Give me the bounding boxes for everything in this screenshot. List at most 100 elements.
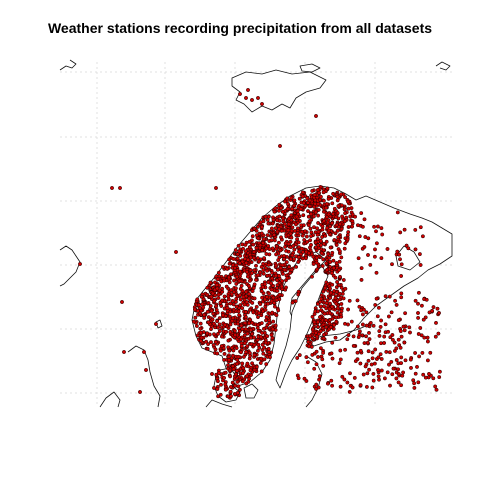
top-right-coast-fragment [435, 61, 451, 71]
station-point [261, 351, 266, 356]
station-point [314, 255, 319, 260]
station-point [242, 333, 247, 338]
station-point [335, 198, 340, 203]
station-point [215, 379, 220, 384]
station-point [254, 263, 258, 268]
station-point [209, 340, 213, 345]
station-point [265, 273, 270, 278]
station-point [327, 321, 332, 326]
station-point [330, 356, 335, 361]
station-point [272, 232, 277, 237]
station-point [201, 297, 206, 302]
station-point [260, 102, 264, 106]
station-point [232, 278, 237, 283]
iceland-coastline [59, 245, 81, 287]
station-point [274, 252, 279, 257]
station-point [364, 384, 369, 389]
station-point [339, 302, 344, 306]
station-point [374, 296, 379, 301]
station-point [239, 344, 244, 349]
station-point [215, 387, 220, 391]
station-point [252, 367, 257, 372]
station-point [316, 201, 321, 206]
station-point [347, 389, 352, 394]
station-point [276, 240, 281, 245]
station-point [215, 319, 220, 324]
station-point [345, 337, 350, 342]
station-point [325, 186, 330, 191]
station-point [367, 337, 372, 342]
station-point [309, 212, 314, 217]
station-point [285, 206, 290, 211]
station-point [275, 278, 280, 283]
station-point [276, 258, 281, 263]
station-point [304, 249, 309, 254]
station-point [280, 263, 285, 268]
station-point [369, 362, 374, 367]
station-point [306, 223, 311, 228]
station-point [275, 229, 280, 234]
station-point [339, 309, 344, 314]
station-point [241, 366, 246, 371]
station-point [292, 247, 297, 252]
station-point [379, 226, 384, 231]
station-point [209, 308, 214, 313]
station-point [294, 214, 299, 219]
station-point [407, 325, 412, 330]
station-point [280, 271, 285, 276]
station-point [365, 340, 370, 345]
station-point [372, 361, 377, 366]
station-point [309, 234, 313, 239]
station-point [385, 247, 390, 251]
station-point [325, 381, 330, 386]
station-point [266, 262, 271, 267]
station-point [267, 350, 271, 355]
station-point [334, 222, 339, 227]
station-point [205, 331, 210, 336]
station-point [245, 274, 250, 279]
station-point [358, 383, 363, 388]
station-point [370, 356, 375, 361]
station-point [338, 384, 343, 389]
station-point [418, 225, 423, 230]
station-point [320, 264, 325, 268]
station-point [235, 256, 240, 261]
station-point [324, 306, 329, 311]
station-point [284, 248, 289, 253]
station-point [261, 326, 266, 331]
station-point [362, 245, 367, 249]
station-point [264, 252, 269, 256]
station-point [260, 295, 265, 300]
station-point [331, 191, 336, 196]
station-point [433, 384, 438, 389]
station-point [240, 327, 245, 332]
station-point [199, 335, 204, 340]
station-point [248, 307, 252, 312]
station-point [237, 249, 242, 254]
station-point [328, 290, 333, 295]
station-point [390, 337, 395, 342]
station-point [296, 260, 301, 264]
station-point [366, 349, 371, 354]
station-point [418, 326, 423, 330]
station-point [236, 326, 241, 331]
station-point [420, 234, 425, 239]
station-point [399, 274, 404, 278]
station-point [259, 231, 264, 236]
station-point [419, 303, 424, 308]
station-point [387, 362, 391, 367]
station-point [318, 197, 323, 202]
station-point [401, 324, 406, 329]
station-point [222, 278, 227, 283]
station-point [251, 310, 256, 315]
station-point [228, 389, 233, 394]
station-point [417, 252, 422, 257]
station-point [357, 304, 362, 309]
station-point [219, 382, 223, 387]
station-point [252, 249, 257, 254]
station-point [345, 237, 350, 242]
station-point [374, 229, 378, 234]
station-point [262, 282, 267, 287]
station-point [421, 317, 426, 322]
station-point [334, 261, 339, 265]
